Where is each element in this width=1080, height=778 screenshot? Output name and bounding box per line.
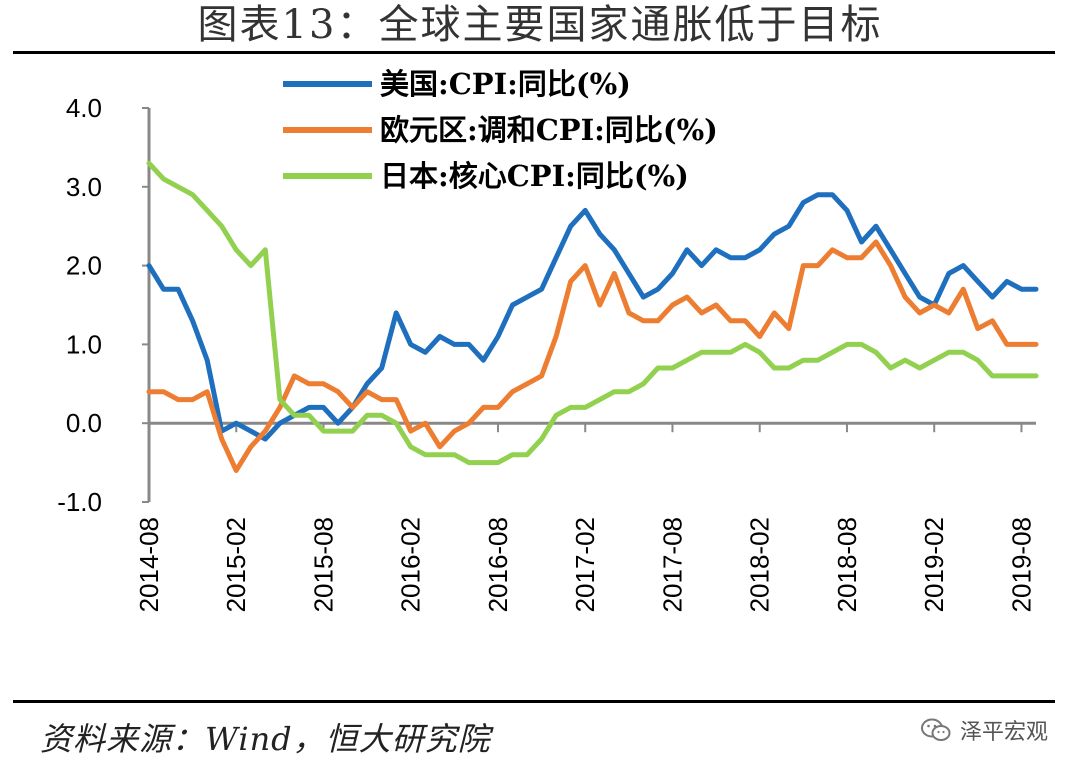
x-tick-label: 2016-08	[483, 517, 513, 612]
x-tick-label: 2018-08	[832, 517, 862, 612]
chart-legend: 美国:CPI:同比(%) 欧元区:调和CPI:同比(%) 日本:核心CPI:同比(%…	[283, 67, 718, 193]
watermark: 泽平宏观	[920, 714, 1048, 746]
y-tick-labels: 4.0 3.0 2.0 1.0 0.0 -1.0	[57, 93, 102, 517]
y-tick-label: 2.0	[66, 251, 102, 281]
x-tick-label: 2015-02	[221, 517, 251, 612]
x-tick-labels: 2014-08 2015-02 2015-08 2016-02 2016-08 2017-…	[134, 517, 1036, 612]
y-tick-label: 1.0	[66, 329, 102, 359]
cpi-line-chart: 4.0 3.0 2.0 1.0 0.0 -1.0 2014-08 2015-02 2015-0…	[57, 67, 1039, 612]
legend-label-3: 日本:核心CPI:同比(%)	[380, 159, 689, 193]
x-tick-label: 2017-08	[657, 517, 687, 612]
wechat-icon	[920, 718, 951, 741]
x-tick-label: 2018-02	[745, 517, 775, 612]
y-tick-label: 3.0	[66, 172, 102, 202]
watermark-text: 泽平宏观	[959, 720, 1048, 745]
x-tick-label: 2019-02	[919, 517, 949, 612]
legend-label-2: 欧元区:调和CPI:同比(%)	[380, 113, 718, 147]
y-tick-label: -1.0	[57, 487, 102, 517]
x-tick-label: 2016-02	[396, 517, 426, 612]
x-tick-label: 2019-08	[1006, 517, 1036, 612]
x-tick-label: 2014-08	[134, 517, 164, 612]
title-rule	[13, 51, 1055, 54]
y-tick-label: 0.0	[66, 408, 102, 438]
x-tick-label: 2015-08	[308, 517, 338, 612]
page-title: 图表13：全球主要国家通胀低于目标	[197, 2, 883, 48]
legend-label-1: 美国:CPI:同比(%)	[380, 67, 631, 101]
y-tick-label: 4.0	[66, 93, 102, 123]
series-line-2	[146, 239, 1039, 473]
series-lines	[146, 160, 1039, 473]
source-rule	[13, 700, 1055, 703]
source-note: 资料来源：Wind，恒大研究院	[40, 720, 491, 758]
series-line-3	[146, 160, 1039, 466]
x-tick-label: 2017-02	[570, 517, 600, 612]
